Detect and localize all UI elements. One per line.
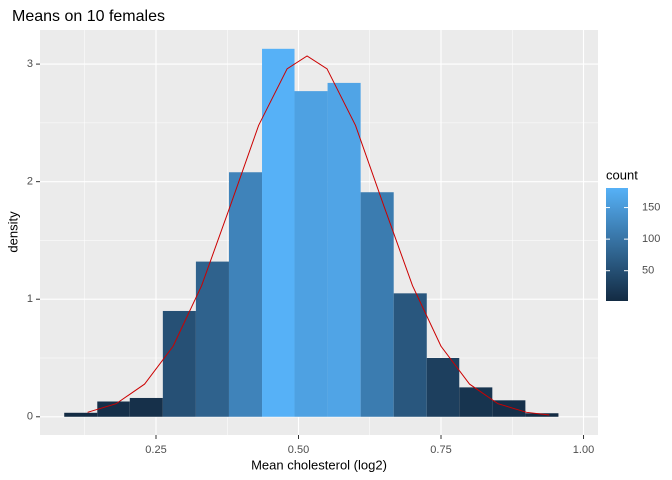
- y-tick-label: 1: [27, 293, 33, 305]
- y-tick-label: 2: [27, 176, 33, 188]
- x-tick-label: 0.25: [145, 444, 166, 456]
- x-tick-label: 0.50: [288, 444, 309, 456]
- bar: [294, 91, 328, 417]
- bar: [459, 387, 493, 417]
- colorbar: [606, 188, 628, 301]
- bar: [525, 413, 559, 417]
- bar: [360, 192, 394, 417]
- bar: [97, 401, 130, 417]
- x-tick-label: 1.00: [573, 444, 594, 456]
- legend-title: count: [606, 167, 638, 182]
- density-curve: [87, 55, 550, 416]
- y-axis-label: density: [5, 211, 20, 253]
- bar: [195, 261, 229, 417]
- y-tick-label: 3: [27, 58, 33, 70]
- bar: [162, 310, 196, 417]
- bar: [327, 82, 361, 417]
- bar: [129, 397, 163, 417]
- legend-label: 150: [642, 201, 660, 213]
- bar: [64, 412, 98, 417]
- legend-label: 100: [642, 233, 660, 245]
- bar: [426, 357, 460, 417]
- x-axis-label: Mean cholesterol (log2): [251, 457, 387, 472]
- bar: [262, 48, 295, 417]
- legend-label: 50: [642, 265, 654, 277]
- bar: [393, 293, 427, 417]
- chart-title: Means on 10 females: [12, 8, 165, 25]
- bar: [228, 172, 263, 417]
- x-tick-label: 0.75: [430, 444, 451, 456]
- y-tick-label: 0: [27, 411, 33, 423]
